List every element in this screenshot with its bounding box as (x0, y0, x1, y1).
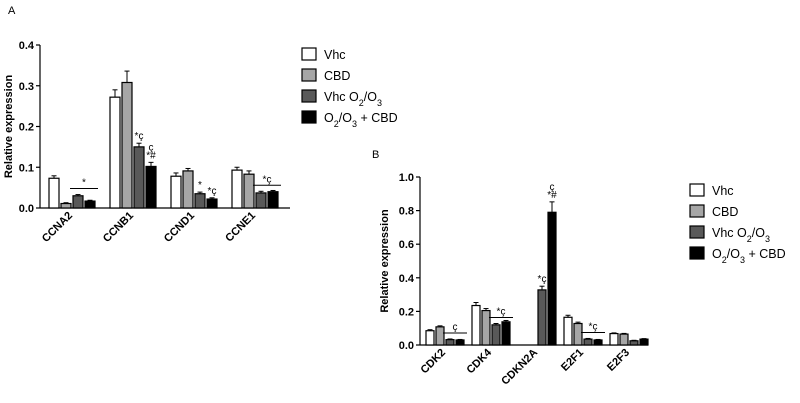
bar (501, 321, 511, 346)
x-tick-label: E2F3 (605, 347, 632, 374)
significance-marker: *# (146, 150, 156, 161)
bar (206, 198, 218, 209)
x-tick-label: CDKN2A (499, 347, 540, 388)
x-tick-label: CDK2 (418, 347, 448, 377)
significance-marker: *ç (208, 186, 217, 197)
bar (255, 192, 267, 209)
legend-label: Vhc (324, 48, 346, 62)
legend-label: Vhc (712, 184, 734, 198)
legend-label: O2/O3 + CBD (324, 111, 398, 129)
bar (445, 339, 455, 346)
bar (121, 81, 133, 209)
y-axis-title: Relative expression (3, 75, 15, 179)
y-tick-label: 0.2 (19, 122, 34, 134)
y-tick-label: 0.0 (399, 340, 414, 352)
significance-marker: *ç (497, 306, 506, 317)
legend-label: Vhc O2/O3 (324, 90, 382, 108)
bar (133, 146, 145, 209)
y-tick-label: 0.3 (19, 81, 34, 93)
chart-panel-b: B 0.0 0.2 0.4 0.6 0.8 1.0 Relative expression CD… (372, 149, 786, 388)
significance-marker: *ç (263, 174, 272, 185)
bar (639, 338, 649, 346)
legend-label: CBD (712, 205, 738, 219)
bar (109, 96, 121, 209)
legend-swatch (689, 225, 705, 239)
legend-swatch (689, 204, 705, 218)
bar (145, 165, 157, 209)
bar (194, 193, 206, 209)
bar (170, 175, 182, 209)
significance-marker: *ç (589, 321, 598, 332)
significance-marker: ç (550, 182, 555, 193)
bar (593, 339, 603, 346)
legend-swatch (301, 47, 317, 61)
x-tick-label: CCNB1 (101, 210, 136, 245)
x-tick-label: CCNA2 (40, 210, 75, 245)
x-tick-label: CCNE1 (223, 210, 258, 245)
x-tick-label: CCND1 (162, 210, 197, 245)
bar (243, 173, 255, 209)
y-tick-label: 0.8 (399, 206, 414, 218)
bar (547, 211, 557, 346)
panel-label: B (372, 149, 379, 161)
legend-swatch (301, 68, 317, 82)
panel-label: A (8, 5, 16, 17)
significance-marker: *# (547, 190, 557, 201)
y-tick-label: 0.2 (399, 306, 414, 318)
y-axis-title: Relative expression (379, 209, 391, 313)
y-tick-label: 1.0 (399, 172, 414, 184)
bar (573, 322, 583, 346)
bar (435, 326, 445, 346)
significance-marker: * (198, 180, 202, 191)
bar (72, 195, 84, 209)
bar (481, 309, 491, 346)
bar (267, 191, 279, 209)
y-tick-label: 0.1 (19, 162, 34, 174)
y-tick-label: 0.4 (399, 273, 415, 285)
x-tick-label: CDK4 (464, 346, 494, 376)
legend-swatch (301, 110, 317, 124)
significance-marker: ç (149, 142, 154, 153)
y-tick-label: 0.4 (19, 40, 35, 52)
bar (563, 316, 573, 346)
bar (609, 332, 619, 346)
bar (425, 330, 435, 346)
bar (455, 339, 465, 346)
bar (48, 177, 60, 209)
legend-swatch (689, 246, 705, 260)
y-tick-label: 0.0 (19, 203, 34, 215)
bar (231, 169, 243, 209)
bar (537, 289, 547, 346)
legend-label: Vhc O2/O3 (712, 226, 770, 244)
legend-swatch (689, 183, 705, 197)
bar (619, 333, 629, 346)
y-tick-label: 0.6 (399, 239, 414, 251)
significance-marker: *ç (135, 131, 144, 142)
significance-marker: * (82, 178, 86, 189)
bar (583, 338, 593, 346)
significance-marker: *ç (538, 274, 547, 285)
bar (84, 200, 96, 209)
significance-marker: ç (453, 322, 458, 333)
bar (60, 202, 72, 209)
legend-swatch (301, 89, 317, 103)
legend-label: O2/O3 + CBD (712, 247, 786, 265)
bar (471, 304, 481, 346)
chart-panel-a: A 0.0 0.1 0.2 0.3 0.4 Relative expression CCNA2… (3, 5, 398, 245)
bar (182, 170, 194, 209)
x-tick-label: E2F1 (559, 347, 586, 374)
bar (629, 340, 639, 346)
legend-label: CBD (324, 69, 350, 83)
bar (491, 324, 501, 346)
